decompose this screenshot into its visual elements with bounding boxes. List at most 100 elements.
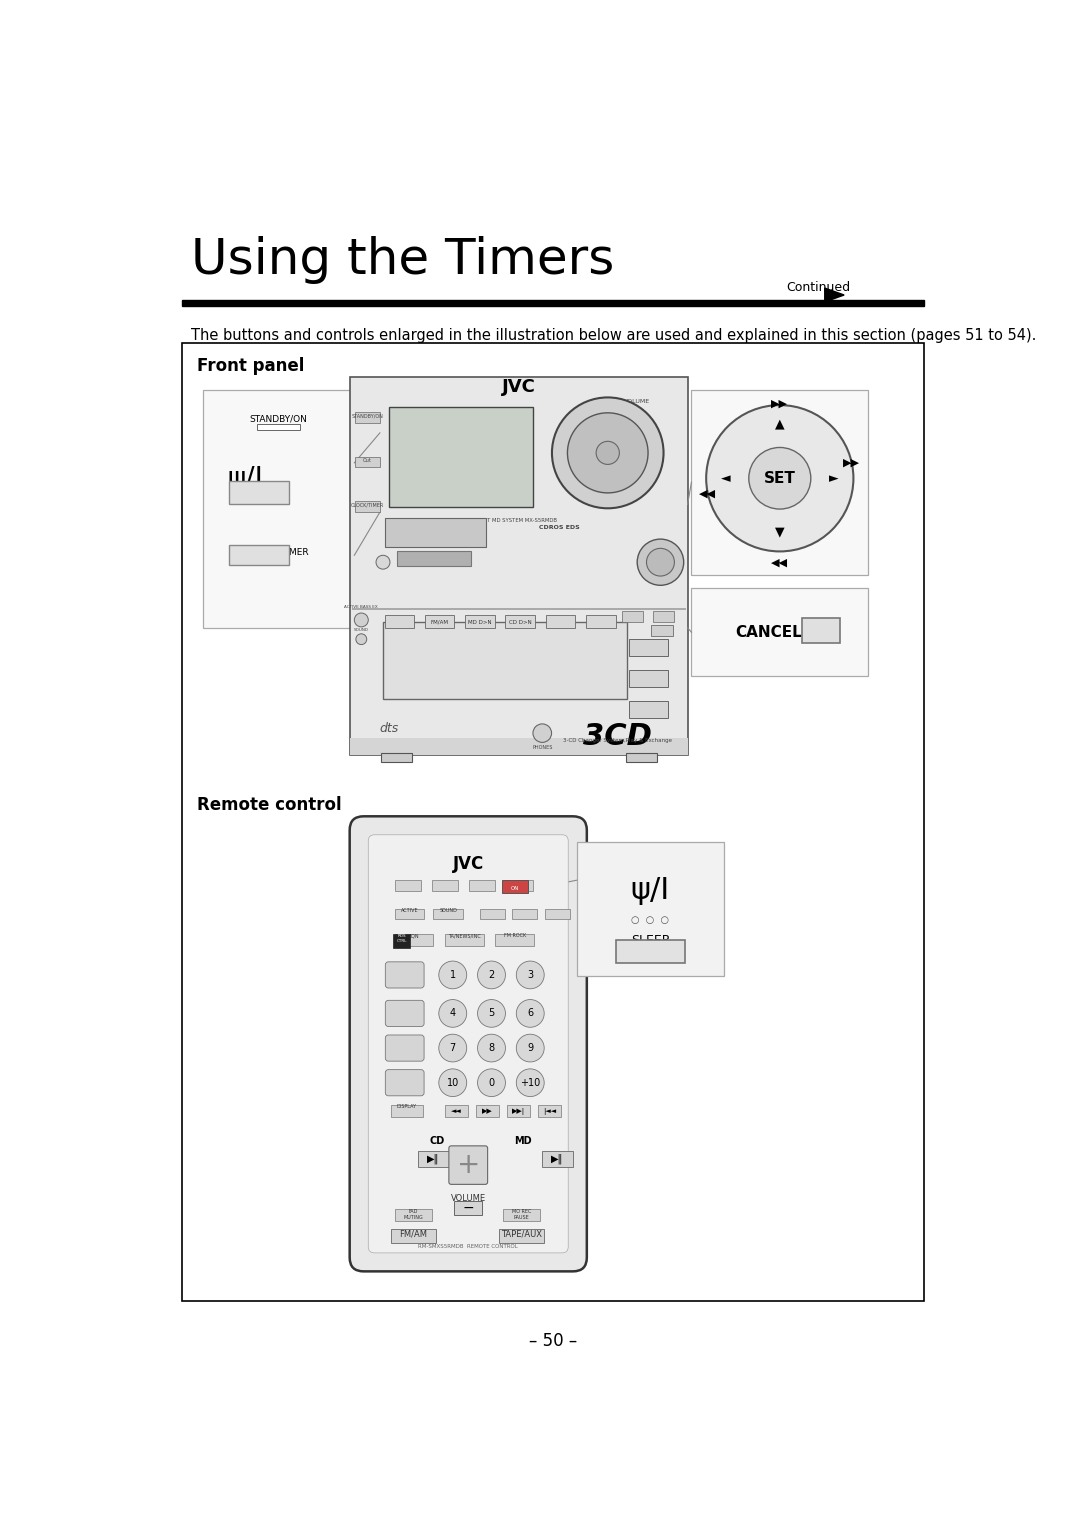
FancyBboxPatch shape (386, 1034, 424, 1060)
Text: ▶▶: ▶▶ (771, 399, 788, 408)
Bar (542, 1151, 572, 1167)
Circle shape (376, 555, 390, 568)
Bar (501, 880, 528, 892)
FancyBboxPatch shape (449, 1146, 488, 1184)
FancyBboxPatch shape (350, 816, 586, 1271)
Bar (538, 1105, 562, 1117)
Text: 4: 4 (449, 1008, 456, 1019)
Text: CANCEL: CANCEL (735, 625, 802, 640)
Bar (630, 669, 669, 688)
Bar (229, 481, 289, 504)
Bar (381, 753, 413, 762)
Text: TA/NEWS/INC: TA/NEWS/INC (448, 934, 481, 938)
Bar (386, 518, 486, 547)
Text: ◀◀: ◀◀ (699, 489, 716, 498)
Bar (507, 880, 532, 891)
Bar (616, 940, 685, 963)
Text: ▶‖: ▶‖ (551, 1154, 564, 1164)
Bar (397, 550, 471, 565)
Circle shape (516, 1034, 544, 1062)
Text: TAPE/AUX: TAPE/AUX (501, 1229, 542, 1238)
Text: VOLUME: VOLUME (624, 399, 650, 403)
Text: RDS
CTRL: RDS CTRL (396, 934, 407, 943)
Circle shape (516, 999, 544, 1027)
Text: ▶▶|: ▶▶| (512, 1108, 525, 1115)
Text: 3: 3 (527, 970, 534, 979)
Bar (503, 1209, 540, 1221)
Circle shape (567, 413, 648, 494)
Bar (432, 880, 458, 891)
Bar (394, 909, 424, 920)
Bar (691, 390, 868, 575)
Text: 7: 7 (449, 1044, 456, 1053)
Text: ▶‖: ▶‖ (428, 1154, 440, 1164)
Bar (652, 611, 674, 622)
Bar (355, 413, 380, 423)
Text: Out: Out (363, 458, 372, 463)
Bar (469, 880, 496, 891)
Bar (393, 934, 410, 947)
Text: CD: CD (430, 1135, 445, 1146)
Bar (181, 342, 924, 1302)
Bar (203, 390, 354, 628)
Text: SET: SET (764, 471, 796, 486)
Bar (394, 1209, 432, 1221)
Bar (350, 377, 688, 755)
Circle shape (552, 397, 663, 509)
Text: 1: 1 (449, 970, 456, 979)
Bar (630, 701, 669, 718)
Text: ◄: ◄ (720, 472, 730, 484)
Text: CLOCK/TIMER: CLOCK/TIMER (248, 547, 309, 556)
Circle shape (706, 405, 853, 552)
Text: CLOCK/TIMER: CLOCK/TIMER (351, 503, 384, 507)
FancyBboxPatch shape (368, 834, 568, 1253)
Text: STANDBY/ON: STANDBY/ON (352, 414, 383, 419)
Text: FM/AM: FM/AM (400, 1229, 428, 1238)
Bar (355, 457, 380, 468)
Text: ▶▶: ▶▶ (843, 458, 861, 468)
Text: – 50 –: – 50 – (529, 1332, 578, 1351)
Text: MD D>N: MD D>N (468, 620, 491, 625)
Text: 8: 8 (488, 1044, 495, 1053)
Bar (352, 608, 686, 610)
Bar (384, 614, 414, 628)
Text: dts: dts (379, 723, 399, 735)
Bar (505, 614, 535, 628)
Bar (418, 1151, 449, 1167)
Text: ▲: ▲ (775, 417, 784, 431)
Text: FM ROCK: FM ROCK (503, 934, 526, 938)
Circle shape (516, 961, 544, 989)
Text: ○  ○  ○: ○ ○ ○ (632, 915, 670, 924)
Bar (691, 588, 868, 677)
Bar (394, 934, 433, 946)
Bar (507, 1105, 530, 1117)
Bar (545, 614, 576, 628)
Bar (622, 611, 644, 622)
Text: 10: 10 (447, 1077, 459, 1088)
Text: ▼: ▼ (775, 526, 784, 539)
Text: JVC: JVC (502, 377, 536, 396)
Bar (355, 501, 380, 512)
Text: DISPLAY: DISPLAY (397, 1105, 417, 1109)
Text: Using the Timers: Using the Timers (191, 237, 615, 284)
Text: STANDBY/ON: STANDBY/ON (249, 414, 308, 423)
Bar (625, 753, 657, 762)
Bar (424, 614, 455, 628)
Text: JVC: JVC (453, 854, 484, 872)
Circle shape (637, 539, 684, 585)
Text: CDROS EDS: CDROS EDS (539, 526, 580, 530)
Circle shape (477, 961, 505, 989)
Circle shape (438, 1070, 467, 1097)
Circle shape (477, 1034, 505, 1062)
Text: FM/AM: FM/AM (431, 620, 448, 625)
Text: SOUND: SOUND (354, 628, 368, 633)
Circle shape (516, 1070, 544, 1097)
Text: Remote control: Remote control (197, 796, 341, 813)
Circle shape (647, 549, 674, 576)
Circle shape (596, 442, 619, 465)
Bar (391, 1229, 435, 1242)
Text: ψ/I: ψ/I (228, 465, 264, 494)
Circle shape (438, 1034, 467, 1062)
Text: CD D>N: CD D>N (509, 620, 531, 625)
Text: 2: 2 (488, 970, 495, 979)
